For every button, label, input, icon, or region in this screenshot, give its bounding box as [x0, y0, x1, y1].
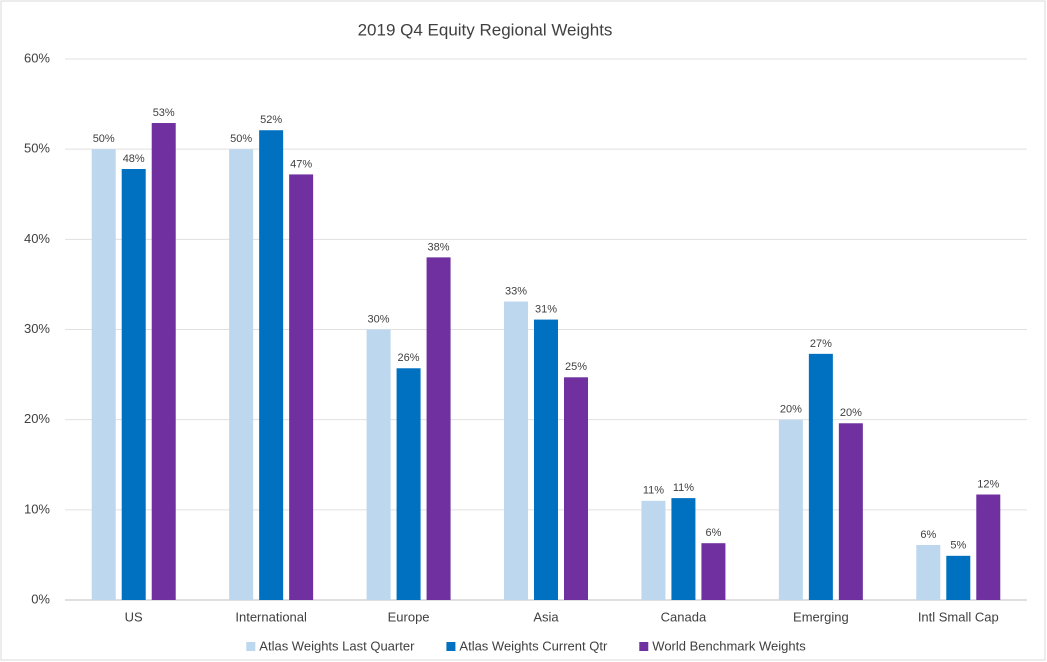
value-label: 11% [643, 485, 664, 497]
y-tick-label: 20% [24, 411, 50, 426]
bar [976, 494, 1001, 600]
legend-swatch [639, 642, 649, 651]
y-tick-label: 0% [31, 591, 50, 606]
value-label: 12% [977, 478, 999, 490]
x-tick-label: US [125, 609, 143, 624]
legend-swatch [246, 642, 256, 651]
bar [534, 319, 558, 600]
value-label: 47% [290, 158, 312, 170]
value-label: 26% [398, 352, 420, 364]
x-tick-label: Asia [533, 609, 559, 624]
bar [671, 498, 696, 600]
value-label: 11% [673, 482, 694, 494]
bar [564, 377, 588, 600]
bar [641, 500, 666, 600]
value-label: 31% [535, 303, 557, 315]
legend-label: World Benchmark Weights [652, 638, 806, 653]
x-tick-label: Intl Small Cap [918, 609, 999, 624]
y-tick-label: 40% [24, 231, 50, 246]
x-tick-label: Canada [661, 609, 707, 624]
y-tick-label: 50% [24, 141, 50, 156]
bar [808, 353, 833, 600]
value-label: 50% [93, 133, 115, 145]
value-label: 48% [123, 153, 145, 165]
value-label: 33% [505, 285, 527, 297]
y-tick-label: 30% [24, 321, 50, 336]
x-tick-label: International [235, 609, 307, 624]
bar [946, 555, 971, 600]
value-label: 6% [705, 527, 721, 539]
bar [259, 130, 284, 600]
chart-title: 2019 Q4 Equity Regional Weights [358, 20, 613, 39]
value-label: 20% [840, 407, 862, 419]
bar [366, 329, 391, 600]
value-label: 25% [565, 361, 587, 373]
value-label: 52% [260, 114, 282, 126]
bar [229, 149, 254, 600]
bar [838, 423, 863, 600]
bar [426, 257, 451, 600]
value-label: 5% [950, 540, 966, 552]
value-label: 6% [920, 529, 936, 541]
value-label: 30% [368, 313, 390, 325]
bar [151, 123, 176, 600]
value-label: 38% [428, 241, 450, 253]
bar [91, 149, 116, 600]
value-label: 27% [810, 338, 832, 350]
bar [121, 169, 146, 600]
bar [289, 174, 314, 600]
value-label: 53% [153, 107, 175, 119]
bar [396, 368, 421, 600]
bar [778, 419, 803, 600]
value-label: 50% [230, 133, 252, 145]
value-label: 20% [780, 404, 802, 416]
legend-swatch [446, 642, 456, 651]
bar [701, 543, 726, 600]
legend-label: Atlas Weights Last Quarter [259, 638, 415, 653]
x-tick-label: Europe [388, 609, 430, 624]
x-tick-label: Emerging [793, 609, 849, 624]
y-tick-label: 60% [24, 50, 50, 65]
bar [504, 301, 528, 600]
bar [916, 544, 941, 600]
legend-label: Atlas Weights Current Qtr [459, 638, 608, 653]
y-tick-label: 10% [24, 501, 50, 516]
